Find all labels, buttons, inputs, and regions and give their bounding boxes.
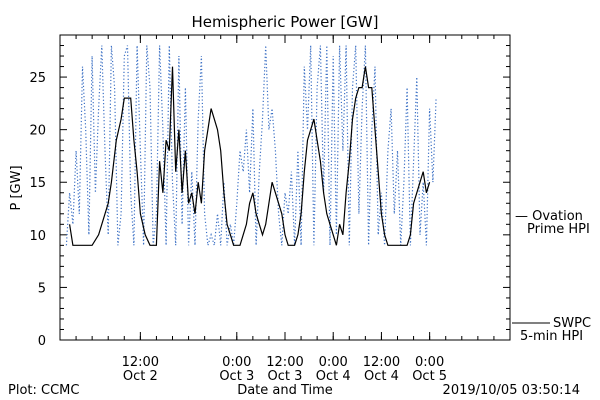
series-line xyxy=(65,45,437,246)
y-tick-label: 25 xyxy=(29,71,46,86)
x-tick-date-label: Oct 3 xyxy=(268,369,303,384)
x-tick-time-label: 12:00 xyxy=(363,355,400,370)
x-tick-date-label: Oct 2 xyxy=(123,369,158,384)
legend-ovation-label: — Ovation xyxy=(515,209,583,224)
y-axis: 0 5 10 15 20 25 xyxy=(29,45,510,349)
footer-plot-credit: Plot: CCMC xyxy=(8,383,79,398)
x-tick-time-label: 0:00 xyxy=(222,355,251,370)
chart-title: Hemispheric Power [GW] xyxy=(192,13,379,31)
plot-frame xyxy=(59,34,511,341)
series-ovation-prime-hpi xyxy=(65,45,437,246)
y-tick-label: 5 xyxy=(38,281,46,296)
legend-ovation: — Ovation Prime HPI xyxy=(515,209,590,237)
y-axis-label: P [GW] xyxy=(9,165,24,210)
y-tick-label: 0 xyxy=(38,334,46,349)
x-tick-time-label: 12:00 xyxy=(122,355,159,370)
x-tick-date-label: Oct 4 xyxy=(316,369,351,384)
legend-swpc: SWPC 5-min HPI xyxy=(512,316,591,344)
series-line xyxy=(69,66,431,246)
legend-swpc-label-line2: 5-min HPI xyxy=(520,329,583,344)
footer-timestamp: 2019/10/05 03:50:14 xyxy=(443,383,580,398)
x-tick-time-label: 0:00 xyxy=(415,355,444,370)
y-tick-label: 10 xyxy=(29,229,46,244)
x-tick-time-label: 12:00 xyxy=(266,355,303,370)
y-tick-label: 20 xyxy=(29,124,46,139)
x-tick-date-label: Oct 3 xyxy=(219,369,254,384)
x-tick-time-label: 0:00 xyxy=(319,355,348,370)
x-tick-date-label: Oct 4 xyxy=(364,369,399,384)
y-tick-label: 15 xyxy=(29,176,46,191)
legend-ovation-label-line2: Prime HPI xyxy=(527,222,590,237)
x-axis-label: Date and Time xyxy=(237,383,333,398)
x-tick-date-label: Oct 5 xyxy=(412,369,447,384)
series-swpc-5min-hpi xyxy=(69,66,431,246)
legend-swpc-label: SWPC xyxy=(553,316,591,331)
